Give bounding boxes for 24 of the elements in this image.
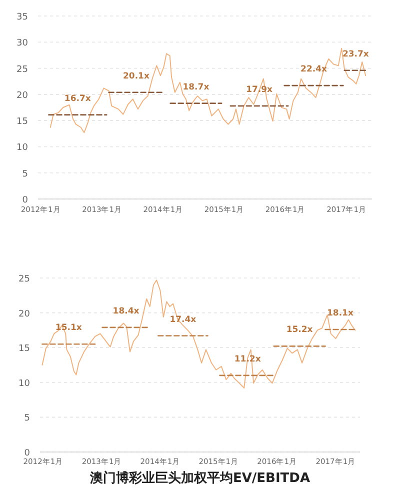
- y-tick-label: 25: [16, 64, 28, 75]
- annotation: 20.1x: [122, 71, 150, 82]
- annotation: 18.1x: [326, 308, 354, 319]
- annotation: 23.7x: [342, 49, 370, 60]
- y-tick-label: 20: [16, 90, 28, 101]
- y-tick-label: 10: [16, 143, 28, 154]
- y-tick-label: 5: [22, 169, 28, 180]
- annotation: 18.4x: [112, 306, 140, 316]
- y-tick-label: 30: [16, 38, 28, 49]
- y-tick-label: 15: [18, 344, 30, 354]
- y-tick-label: 35: [16, 12, 28, 22]
- text: 澳门博彩业巨头加权平均EV/EBITDA: [88, 470, 310, 486]
- y-tick-label: 5: [24, 414, 30, 424]
- y-tick-label: 0: [22, 196, 28, 206]
- y-tick-label: 10: [18, 378, 30, 389]
- y-tick-label: 25: [18, 274, 30, 284]
- annotation: 16.7x: [64, 94, 92, 104]
- annotation: 18.7x: [182, 82, 210, 92]
- line-series: [42, 280, 356, 388]
- annotation: 15.2x: [286, 325, 314, 336]
- y-tick-label: 20: [18, 309, 30, 320]
- line-series: [50, 48, 366, 134]
- y-tick-label: 0: [24, 448, 30, 458]
- y-tick-label: 15: [16, 117, 28, 128]
